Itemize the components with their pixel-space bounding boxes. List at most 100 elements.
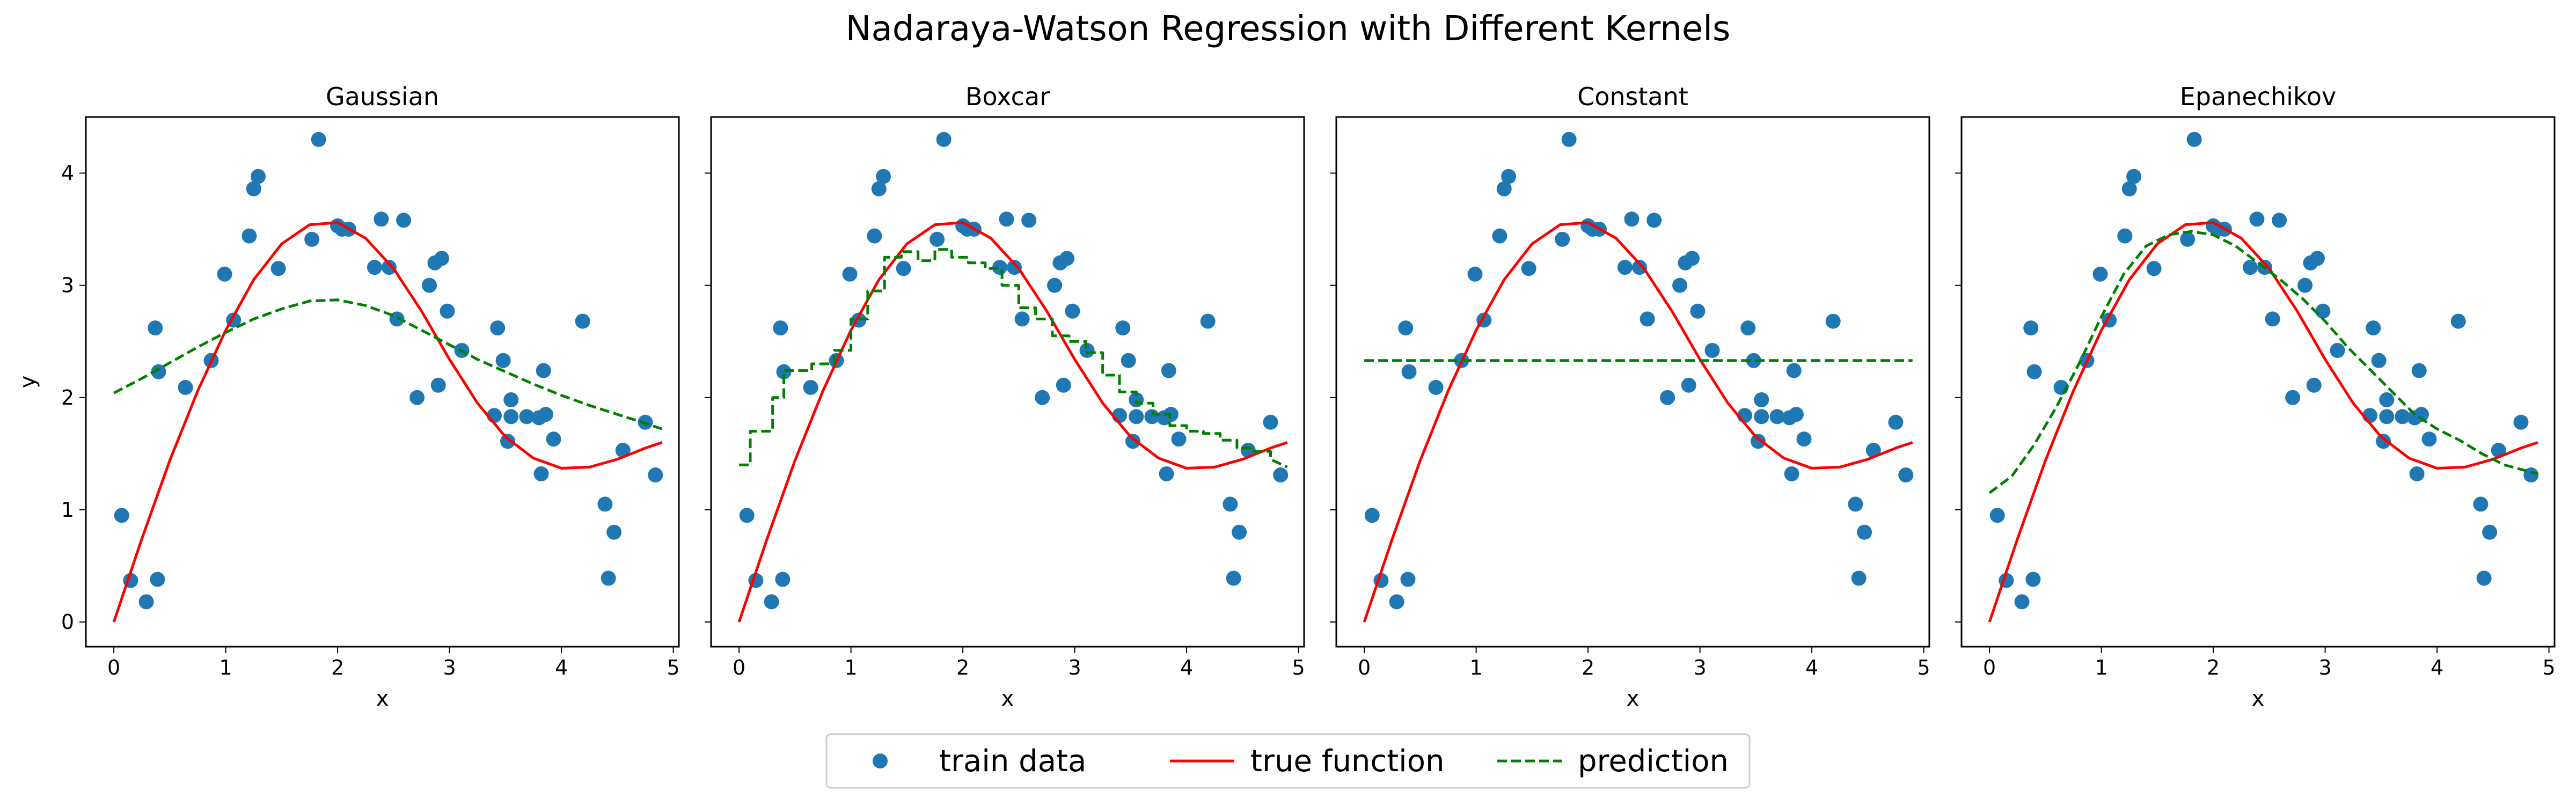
- train-data-point: [500, 434, 516, 449]
- train-data-point: [440, 303, 455, 319]
- train-data-point: [2413, 407, 2429, 422]
- x-tick-label: 2: [956, 656, 969, 679]
- plot-area: [737, 131, 1289, 623]
- train-data-point: [1624, 211, 1640, 227]
- train-data-point: [2371, 353, 2387, 368]
- train-data-point: [1115, 320, 1131, 336]
- train-data-point: [1786, 363, 1802, 378]
- x-tick-label: 1: [219, 656, 232, 679]
- y-tick-label: 2: [61, 386, 74, 409]
- train-data-point: [1226, 570, 1241, 586]
- train-data-point: [389, 311, 405, 327]
- train-data-point: [1640, 311, 1655, 327]
- train-data-point: [1273, 467, 1289, 483]
- train-data-point: [1496, 181, 1512, 196]
- x-tick-label: 0: [733, 656, 745, 679]
- train-data-point: [2014, 594, 2030, 610]
- x-tick-label: 5: [2542, 656, 2555, 679]
- plot-area: [1363, 131, 1914, 623]
- train-data-point: [2330, 342, 2345, 358]
- train-data-point: [1159, 466, 1174, 481]
- y-tick-label: 1: [61, 498, 74, 522]
- train-data-point: [2411, 363, 2427, 378]
- x-tick-label: 4: [555, 656, 568, 679]
- train-data-point: [519, 409, 535, 425]
- train-data-point: [2186, 131, 2202, 147]
- y-tick-label: 4: [61, 162, 74, 185]
- train-data-point: [803, 379, 818, 395]
- train-data-point: [374, 211, 389, 227]
- train-data-point: [575, 313, 590, 329]
- train-data-point: [382, 260, 397, 275]
- train-data-point: [536, 363, 551, 378]
- train-data-point: [1646, 213, 1662, 228]
- panel-title: Constant: [1577, 82, 1688, 111]
- x-tick-label: 1: [845, 656, 858, 679]
- train-data-point: [992, 260, 1007, 275]
- train-data-point: [2023, 320, 2039, 336]
- train-data-point: [1121, 353, 1136, 368]
- train-data-point: [1492, 228, 1507, 244]
- train-data-point: [1021, 213, 1037, 228]
- plot-area: [1988, 131, 2539, 623]
- train-data-point: [2121, 181, 2137, 196]
- train-data-point: [2117, 228, 2133, 244]
- train-data-point: [2491, 443, 2506, 458]
- x-tick-label: 5: [667, 656, 679, 679]
- train-data-point: [1685, 251, 1700, 266]
- train-data-point: [2126, 169, 2142, 184]
- train-data-point: [1079, 342, 1095, 358]
- train-data-point: [490, 320, 506, 336]
- train-data-point: [601, 570, 616, 586]
- train-data-point: [1240, 443, 1256, 458]
- train-data-point: [1129, 409, 1144, 425]
- train-data-point: [1754, 392, 1769, 407]
- x-tick-label: 1: [1470, 656, 1483, 679]
- axes-frame: [1960, 116, 2556, 648]
- train-data-point: [304, 231, 320, 247]
- train-data-point: [1825, 313, 1841, 329]
- train-data-point: [1389, 594, 1404, 610]
- train-data-point: [1263, 414, 1278, 430]
- x-tick-label: 2: [1582, 656, 1594, 679]
- train-data-point: [2450, 313, 2466, 329]
- train-data-point: [896, 261, 911, 276]
- train-data-point: [1467, 266, 1483, 282]
- train-data-point: [775, 572, 791, 587]
- legend-label: train data: [939, 744, 1086, 779]
- train-data-point: [2146, 261, 2162, 276]
- train-data-point: [2421, 431, 2437, 447]
- x-tick-label: 0: [107, 656, 120, 679]
- train-data-point: [1364, 508, 1380, 523]
- prediction-line: [1988, 230, 2538, 494]
- train-data-point: [2249, 211, 2265, 227]
- train-data-point: [1555, 231, 1570, 247]
- train-data-point: [495, 353, 511, 368]
- train-data-point: [930, 231, 945, 247]
- train-data-point: [876, 169, 891, 184]
- panel-gaussian: Gaussian 0 1 2 3 4 5 0 1 2 3 4 x y: [16, 82, 680, 711]
- train-data-point: [2315, 303, 2331, 319]
- true-function-line: [1363, 221, 1913, 623]
- train-data-point: [2366, 320, 2381, 336]
- train-data-point: [1632, 260, 1648, 275]
- train-data-point: [409, 390, 425, 405]
- train-data-point: [546, 431, 561, 447]
- train-data-point: [1144, 409, 1160, 425]
- train-data-point: [430, 377, 446, 393]
- x-tick-label: 4: [2431, 656, 2443, 679]
- train-data-point: [1014, 311, 1030, 327]
- x-tick-label: 3: [1694, 656, 1707, 679]
- train-data-point: [1898, 467, 1914, 483]
- train-data-point: [739, 508, 755, 523]
- x-tick-label: 5: [1917, 656, 1930, 679]
- x-tick-label: 3: [443, 656, 456, 679]
- train-data-point: [867, 228, 882, 244]
- x-tick-label: 4: [1180, 656, 1193, 679]
- train-data-point: [2473, 496, 2489, 512]
- legend: train data true function prediction: [825, 733, 1751, 789]
- train-data-point: [1857, 524, 1872, 540]
- train-data-point: [1848, 496, 1863, 512]
